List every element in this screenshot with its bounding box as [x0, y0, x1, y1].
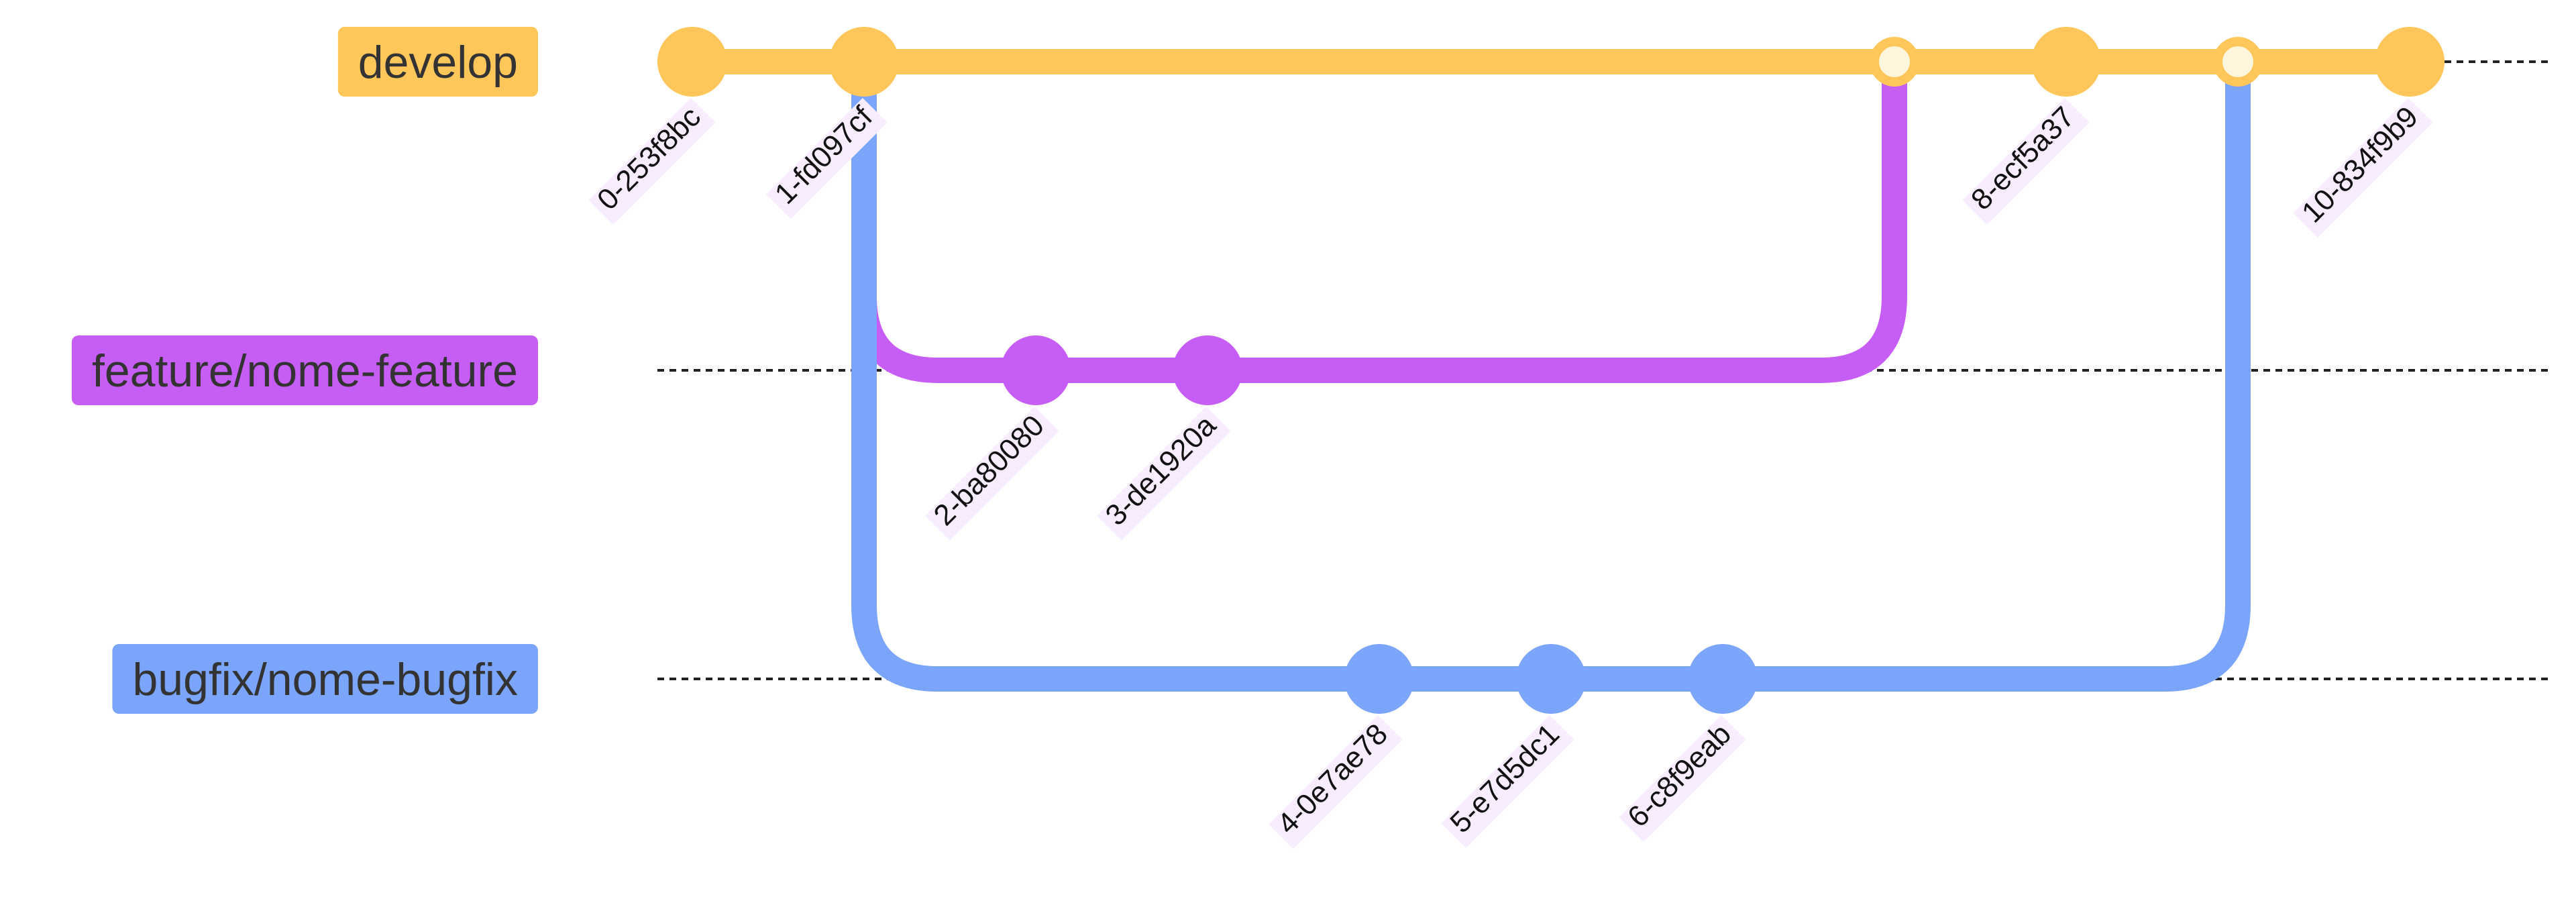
commit-label-background	[925, 406, 1059, 541]
commit-label-text: 10-834f9b9	[2296, 100, 2424, 229]
commit-nodes	[657, 27, 2445, 714]
commit-label-background	[1097, 406, 1231, 541]
commit-node[interactable]	[657, 27, 727, 97]
commit-label-background	[1441, 714, 1574, 848]
commit-node[interactable]	[2031, 27, 2101, 97]
commit-node[interactable]	[1001, 335, 1071, 405]
commit-label: 8-ecf5a37	[1962, 97, 2090, 225]
commit-label-text: 3-de1920a	[1099, 409, 1223, 532]
commit-label: 10-834f9b9	[2293, 97, 2433, 238]
commit-node[interactable]	[1516, 644, 1586, 714]
branch-label-background	[112, 644, 538, 714]
branch-label-develop: develop	[337, 27, 538, 97]
commit-label-background	[1269, 714, 1403, 849]
commit-label-text: 6-c8f9eab	[1621, 717, 1737, 833]
commit-label-text: 4-0e7ae78	[1271, 717, 1394, 840]
commit-label-text: 2-ba80080	[928, 409, 1051, 531]
merge-commit-node[interactable]	[2213, 37, 2263, 87]
commit-node[interactable]	[1688, 644, 1758, 714]
commit-label: 6-c8f9eab	[1619, 714, 1746, 843]
branch-label-text: bugfix/nome-bugfix	[132, 654, 518, 705]
commit-node[interactable]	[829, 27, 899, 97]
commit-label-text: 5-e7d5dc1	[1444, 717, 1566, 839]
branch-label-background	[337, 27, 538, 97]
commit-node[interactable]	[1344, 644, 1414, 714]
commit-node[interactable]	[2375, 27, 2445, 97]
commit-label-text: 8-ecf5a37	[1965, 100, 2081, 216]
commit-label: 2-ba80080	[925, 406, 1059, 541]
commit-label: 0-253f8bc	[588, 97, 716, 225]
commit-label: 4-0e7ae78	[1269, 714, 1403, 849]
branch-label-feature: feature/nome-feature	[71, 335, 538, 405]
commit-label: 5-e7d5dc1	[1441, 714, 1574, 848]
commit-label-background	[2293, 97, 2433, 238]
commit-node[interactable]	[1173, 335, 1242, 405]
branch-label-text: develop	[358, 37, 518, 88]
branch-label-text: feature/nome-feature	[92, 345, 518, 396]
branch-path-feature	[851, 62, 1907, 383]
commit-label-background	[1619, 714, 1746, 843]
commit-label-background	[588, 97, 716, 225]
commit-label: 3-de1920a	[1097, 406, 1231, 541]
branch-label-background	[71, 335, 538, 405]
merge-commit-node[interactable]	[1870, 37, 1919, 87]
commit-label-background	[1962, 97, 2090, 225]
branch-labels: develop feature/nome-feature bugfix/nome-b…	[71, 27, 538, 714]
branch-label-bugfix: bugfix/nome-bugfix	[112, 644, 538, 714]
commit-label-text: 0-253f8bc	[591, 100, 707, 216]
branch-paths	[680, 49, 2422, 692]
commit-label-background	[766, 97, 888, 219]
